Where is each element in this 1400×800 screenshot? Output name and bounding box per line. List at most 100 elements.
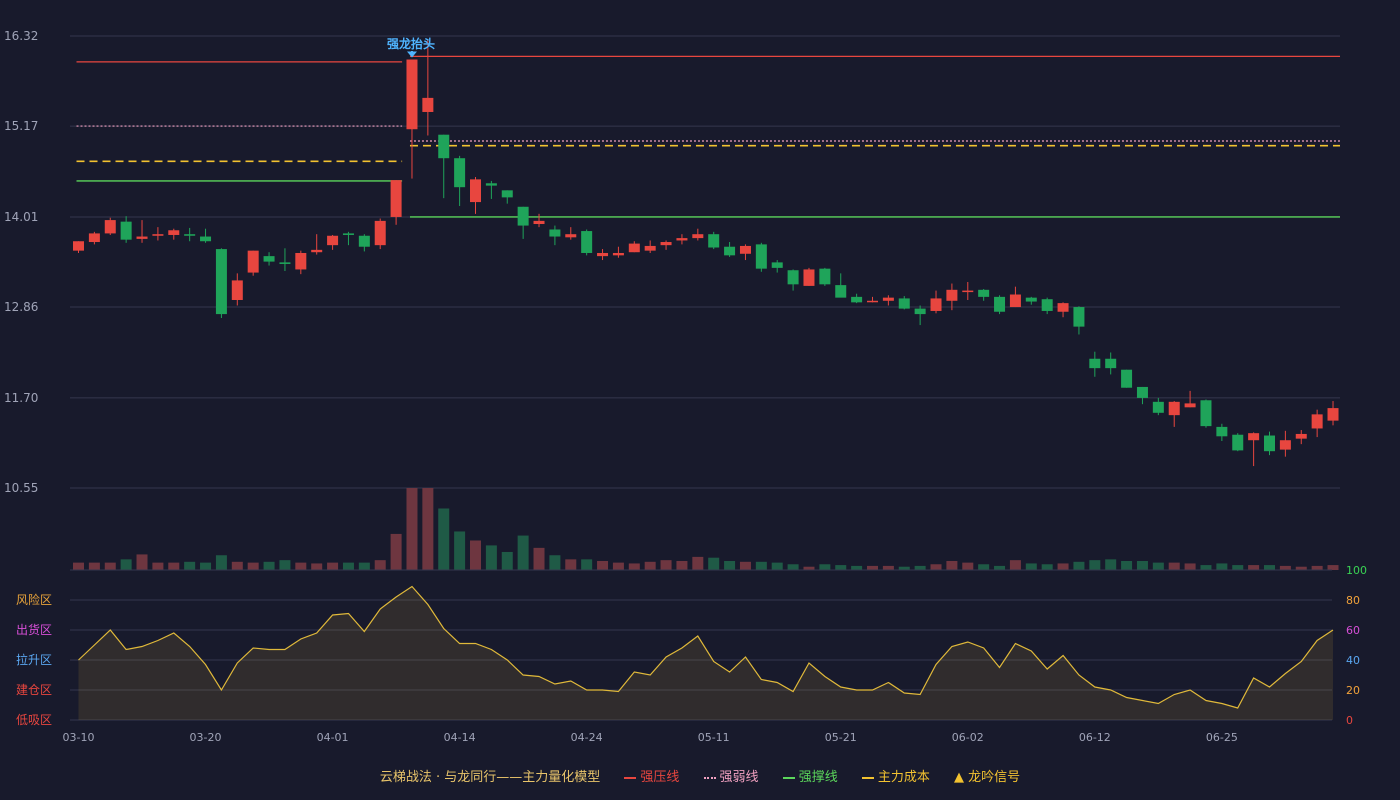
legend-signal[interactable]: ▲ 龙吟信号 [954, 766, 1020, 785]
candle [1311, 409, 1323, 438]
candle-body [755, 244, 767, 269]
candle [851, 293, 863, 304]
candle-body [787, 270, 799, 285]
candle [120, 216, 132, 243]
legend-pressure[interactable]: 强压线 [624, 766, 679, 785]
candle [549, 225, 561, 246]
volume-bar [914, 565, 926, 570]
candle [390, 180, 402, 225]
candle [1089, 351, 1101, 377]
candle-body [1057, 303, 1069, 312]
zone-label: 建仓区 [16, 683, 52, 697]
chart-legend: 云梯战法 · 与龙同行——主力量化模型 强压线 强弱线 强撑线 主力成本 ▲ 龙… [0, 766, 1400, 785]
volume-bar [374, 560, 386, 570]
volume-bar [1232, 565, 1244, 570]
candle [787, 269, 799, 291]
candle [1057, 302, 1069, 318]
candle-body [73, 241, 84, 251]
legend-support-swatch [782, 776, 795, 779]
legend-cost[interactable]: 主力成本 [861, 766, 930, 785]
date-axis: 03-10 03-20 04-01 04-14 04-24 05-11 05-21 06-02… [63, 731, 1238, 744]
volume-bar [851, 565, 863, 570]
candle-body [549, 229, 561, 237]
price-tick-label: 11.70 [4, 391, 38, 405]
legend-cost-label: 主力成本 [877, 770, 930, 785]
date-tick-label: 06-02 [952, 731, 984, 744]
volume-bar [835, 565, 847, 570]
candle [342, 231, 354, 246]
volume-bar [612, 562, 624, 570]
candle-body [168, 230, 180, 235]
candle-body [1327, 408, 1339, 421]
candle-body [771, 262, 783, 268]
candle [454, 155, 466, 206]
date-tick-label: 06-12 [1079, 731, 1111, 744]
dragon-signal: 强龙抬头 [387, 36, 435, 58]
candle-body [1200, 400, 1212, 427]
volume-bar [517, 535, 529, 570]
volume-bar [1136, 560, 1148, 570]
candle-body [295, 252, 307, 270]
candle [1073, 306, 1085, 335]
candle [1105, 352, 1117, 375]
oscillator-tick-label: 100 [1346, 564, 1367, 577]
volume-bar [755, 561, 767, 570]
candle-body [708, 234, 720, 248]
volume-bar [215, 555, 227, 570]
legend-pressure-label: 强压线 [640, 770, 680, 785]
candle-body [374, 220, 386, 246]
arrow-down-icon [406, 51, 417, 58]
candle-body [501, 190, 513, 198]
date-tick-label: 04-14 [444, 731, 476, 744]
volume-bar [1200, 565, 1212, 570]
candle [819, 267, 831, 286]
volume-bar [438, 508, 450, 570]
oscillator-line [78, 585, 1334, 709]
candle [517, 206, 529, 239]
volume-bar [739, 561, 751, 570]
volume-bar [708, 557, 720, 570]
candle [739, 244, 751, 261]
candle [1216, 423, 1228, 441]
candle [247, 250, 259, 276]
candle-body [1009, 294, 1021, 308]
volume-bar [136, 554, 148, 570]
volume-bar [787, 564, 799, 570]
volume-bar [644, 561, 656, 570]
candle [1264, 431, 1275, 456]
candle [470, 177, 481, 214]
candle [581, 229, 593, 256]
candle [501, 190, 513, 204]
volume-bar [390, 533, 402, 570]
legend-support[interactable]: 强撑线 [782, 766, 838, 785]
volume-bar [88, 562, 100, 570]
volume-bar [692, 556, 704, 570]
candle-body [1041, 299, 1053, 311]
candle-body [994, 296, 1006, 312]
candle [263, 252, 275, 266]
volume-bar [819, 564, 831, 570]
candle [104, 217, 116, 235]
volume-bar [1152, 562, 1164, 570]
candle-body [136, 236, 148, 239]
candle [1200, 399, 1212, 428]
candle [644, 240, 656, 253]
candle-body [533, 220, 545, 225]
volume-bar [485, 545, 497, 570]
zone-label: 风险区 [16, 592, 52, 607]
candle-body [1136, 386, 1148, 398]
volume-bar [1311, 565, 1323, 570]
volume-bar [803, 566, 815, 570]
candle-body [612, 252, 624, 256]
oscillator-tick-label: 40 [1346, 654, 1360, 667]
candle [1232, 433, 1244, 452]
candle [295, 250, 307, 275]
candle-body [470, 179, 481, 203]
volume-bar [676, 560, 688, 570]
candle-body [438, 134, 450, 159]
legend-weak[interactable]: 强弱线 [703, 766, 759, 785]
candle-body [1295, 433, 1307, 439]
candle-body [422, 97, 434, 112]
key-levels [76, 55, 1340, 218]
volume-bar [327, 562, 339, 570]
